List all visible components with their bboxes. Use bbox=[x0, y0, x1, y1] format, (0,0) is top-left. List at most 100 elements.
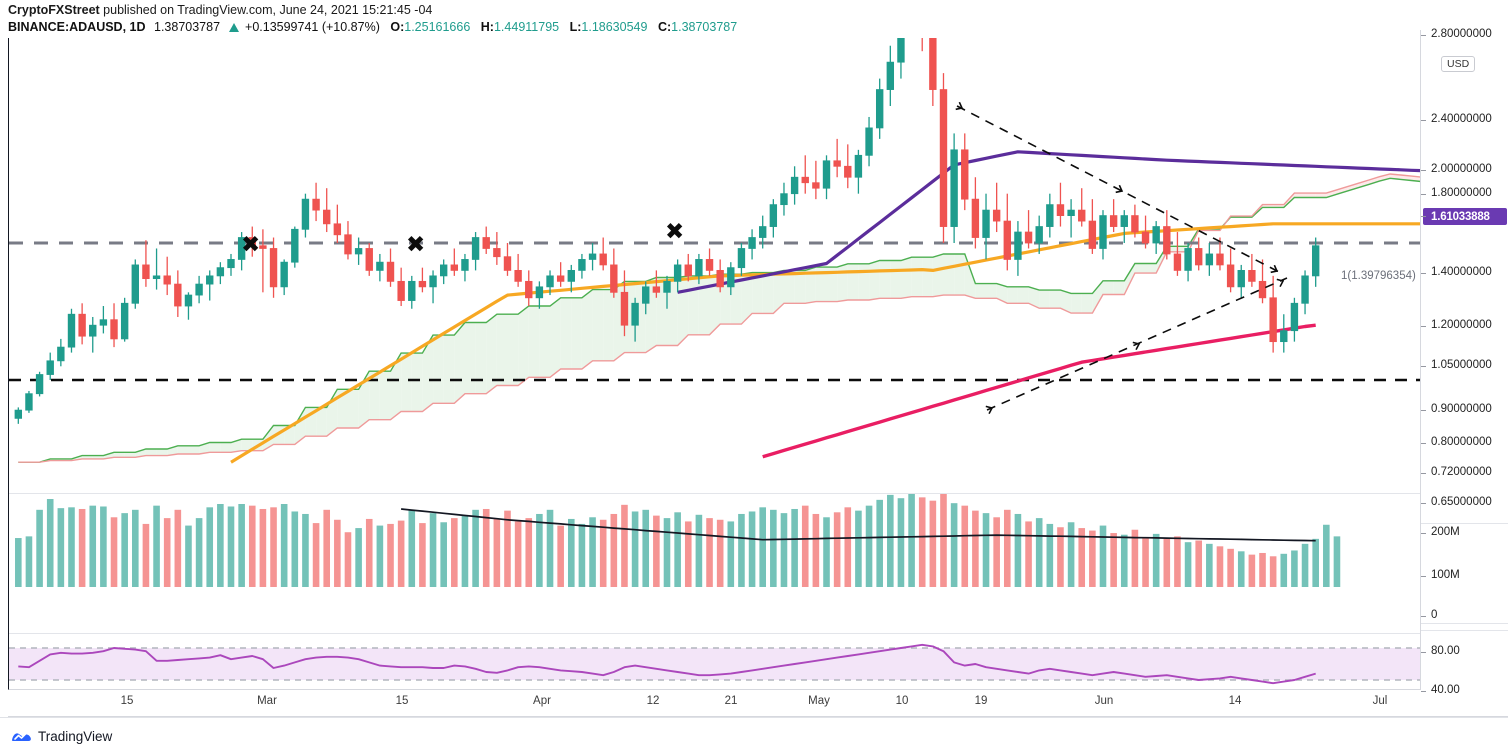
volume-bar bbox=[982, 513, 990, 587]
axis-pane-divider bbox=[1421, 623, 1508, 624]
volume-bar bbox=[57, 508, 65, 587]
cloud-fill-group bbox=[39, 173, 1421, 463]
chart-footer: TradingView bbox=[0, 717, 1508, 755]
volume-bar bbox=[1014, 513, 1022, 587]
volume-bar bbox=[738, 513, 745, 587]
volume-bar bbox=[1057, 527, 1064, 587]
volume-bar bbox=[195, 518, 203, 587]
volume-bar bbox=[1237, 551, 1245, 587]
symbol-ticker[interactable]: BINANCE:ADAUSD, 1D bbox=[8, 20, 146, 34]
rsi-series-svg bbox=[9, 643, 1421, 685]
time-axis-label: 15 bbox=[395, 695, 409, 707]
publication-line: CryptoFXStreet published on TradingView.… bbox=[8, 2, 1488, 18]
axis-tick bbox=[1421, 194, 1426, 195]
volume-bar bbox=[78, 508, 86, 587]
chart-header: CryptoFXStreet published on TradingView.… bbox=[8, 2, 1488, 36]
volume-moving-average-line bbox=[401, 508, 1316, 542]
volume-bar bbox=[153, 505, 160, 587]
chart-plot-area[interactable]: ✖ ✖ ✖ 1(1.39796354) bbox=[8, 38, 1421, 690]
volume-bar bbox=[387, 523, 394, 587]
volume-bar bbox=[1131, 529, 1139, 587]
volume-bar bbox=[1301, 543, 1309, 587]
volume-bar bbox=[1003, 509, 1011, 587]
price-axis[interactable]: USD 2.80000000 2.40000000 2.00000000 1.8000… bbox=[1420, 28, 1508, 696]
volume-bar bbox=[1067, 522, 1075, 587]
last-price: 1.38703787 bbox=[154, 20, 221, 34]
time-axis-label: 21 bbox=[724, 695, 738, 707]
volume-bar bbox=[100, 506, 107, 587]
volume-bar bbox=[833, 512, 841, 587]
axis-pane-divider bbox=[1421, 630, 1508, 631]
tradingview-logo[interactable]: TradingView bbox=[10, 728, 112, 744]
volume-bar bbox=[419, 523, 426, 587]
volume-bar bbox=[461, 515, 469, 587]
volume-bar bbox=[1099, 525, 1107, 587]
time-axis-label: Jul bbox=[1372, 695, 1388, 707]
volume-bar bbox=[36, 509, 43, 587]
volume-bar bbox=[684, 521, 692, 587]
volume-bar bbox=[940, 494, 947, 587]
axis-tick bbox=[1421, 503, 1426, 504]
volume-bar bbox=[631, 511, 639, 587]
volume-bar bbox=[1089, 530, 1096, 587]
volume-bar bbox=[770, 509, 777, 587]
volume-axis-label: 200M bbox=[1431, 526, 1460, 538]
volume-bar bbox=[280, 504, 288, 587]
axis-tick bbox=[1421, 326, 1426, 327]
volume-bar bbox=[780, 513, 788, 587]
axis-tick bbox=[1421, 35, 1426, 36]
time-axis-label: 19 bbox=[974, 695, 988, 707]
volume-bar bbox=[567, 518, 575, 587]
volume-bar bbox=[908, 494, 915, 587]
low-value: 1.18630549 bbox=[581, 20, 648, 34]
volume-bar bbox=[610, 513, 618, 587]
volume-pane[interactable] bbox=[9, 493, 1421, 633]
volume-bar bbox=[142, 523, 150, 587]
axis-tick bbox=[1421, 616, 1426, 617]
axis-tick bbox=[1421, 533, 1426, 534]
volume-bar bbox=[312, 523, 320, 587]
high-value: 1.44911795 bbox=[493, 20, 560, 34]
triangle-up-icon bbox=[228, 23, 239, 32]
volume-bar bbox=[642, 509, 650, 587]
time-axis-label: May bbox=[808, 695, 830, 707]
volume-bar bbox=[1206, 543, 1213, 587]
cloud-senkou-a-line bbox=[18, 177, 1421, 463]
volume-bar bbox=[599, 519, 607, 587]
price-pane[interactable] bbox=[9, 38, 1421, 493]
volume-bar bbox=[472, 509, 479, 587]
volume-bar bbox=[376, 525, 384, 587]
time-axis-label: 12 bbox=[646, 695, 660, 707]
volume-bar bbox=[89, 505, 97, 587]
volume-bar bbox=[759, 507, 767, 587]
volume-bar bbox=[174, 509, 182, 587]
time-axis-label: Apr bbox=[533, 695, 551, 707]
volume-bar bbox=[46, 499, 54, 587]
volume-bar bbox=[68, 507, 75, 587]
volume-bar bbox=[429, 513, 437, 587]
volume-bar bbox=[334, 519, 341, 587]
volume-bar bbox=[865, 505, 873, 587]
volume-bar bbox=[918, 497, 926, 587]
volume-bar bbox=[706, 518, 713, 587]
volume-bar bbox=[1120, 534, 1128, 587]
volume-bar bbox=[621, 504, 628, 587]
volume-bar bbox=[876, 499, 883, 587]
axis-tick bbox=[1421, 652, 1426, 653]
rsi-pane[interactable] bbox=[9, 633, 1421, 690]
volume-bar bbox=[887, 494, 894, 587]
current-price-chip[interactable]: 1.61033888 bbox=[1423, 208, 1507, 225]
volume-bar bbox=[1259, 552, 1266, 587]
time-axis[interactable]: 15 Mar 15 Apr 12 21 May 10 19 Jun 14 Jul bbox=[8, 690, 1420, 716]
cloud-senkou-b-line bbox=[18, 173, 1421, 463]
ma-purple-line bbox=[677, 150, 1421, 294]
volume-bar bbox=[504, 510, 511, 587]
volume-bar bbox=[823, 517, 830, 587]
change-percent: (+10.87%) bbox=[321, 20, 380, 34]
candlestick-group[interactable] bbox=[14, 38, 1320, 424]
volume-bar bbox=[1184, 542, 1192, 587]
volume-bar bbox=[536, 513, 543, 587]
volume-bar bbox=[1216, 546, 1224, 587]
axis-pane-divider bbox=[1421, 523, 1508, 524]
